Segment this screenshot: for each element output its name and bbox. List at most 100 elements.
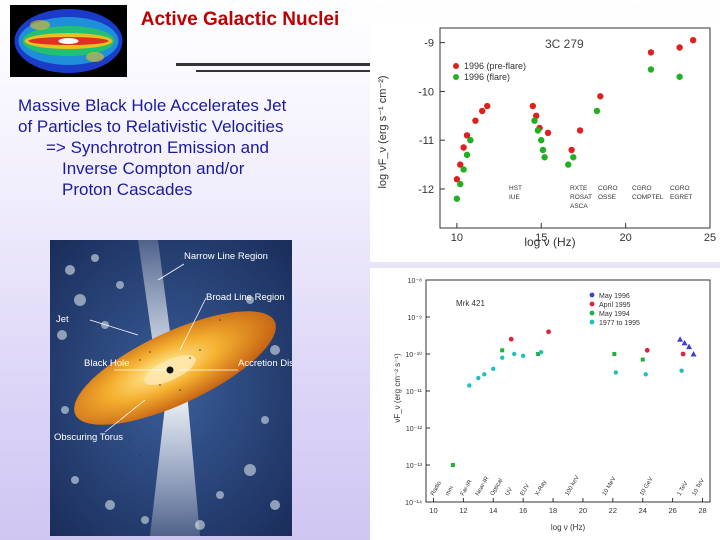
data-point-april-1995 <box>644 347 650 353</box>
band-label: Near-IR <box>475 475 491 497</box>
band-label: Far-IR <box>460 479 474 497</box>
x-tick-label: 16 <box>519 506 527 515</box>
data-point-flare <box>541 154 548 161</box>
data-point-flare <box>463 151 471 159</box>
data-point-flare <box>538 136 545 144</box>
data-point-1977-1995 <box>613 370 619 375</box>
slide-body: Massive Black Hole Accelerates Jet of Pa… <box>18 95 368 200</box>
label-black-hole: Black Hole <box>84 358 129 369</box>
band-label: Radio <box>430 480 443 497</box>
legend-marker <box>589 310 595 316</box>
y-tick-label: 10⁻⁹ <box>408 315 422 322</box>
data-point-flare <box>593 107 601 115</box>
legend-marker-pre-flare <box>453 63 459 69</box>
data-point-flare <box>457 180 464 188</box>
label-broad-line-region: Broad Line Region <box>206 292 285 303</box>
data-point-may-1994 <box>450 463 455 467</box>
data-point-pre-flare <box>532 112 540 120</box>
title-divider-thin <box>196 70 376 72</box>
data-point-flare <box>676 73 683 80</box>
band-label: mm <box>445 485 455 497</box>
data-point-april-1995 <box>680 351 686 357</box>
data-point-1977-1995 <box>491 366 496 371</box>
instrument-labels: HST IUE RXTE ROSAT ASCA CGRO OSSE CGRO C… <box>509 185 692 210</box>
instrument-label: RXTE <box>570 185 588 192</box>
x-tick-label: 18 <box>549 506 557 515</box>
data-point-flare <box>534 127 542 134</box>
data-point-flare <box>647 66 655 73</box>
sed-chart-3c279: -9 -10 -11 -12 10 15 20 25 3C 279 1996 (pre-fl… <box>370 22 720 262</box>
band-label: 10 TeV <box>692 478 706 497</box>
y-tick-label: 10⁻¹⁴ <box>405 500 422 507</box>
band-label: 10 GeV <box>639 476 654 497</box>
x-ticks: 10 12 14 16 18 20 22 24 26 28 <box>429 498 707 515</box>
chart-title: Mrk 421 <box>456 299 485 308</box>
data-point-april-1995 <box>508 336 514 342</box>
data-points <box>453 36 697 202</box>
legend-label: 1977 to 1995 <box>599 320 640 327</box>
x-tick-label: 15 <box>535 232 547 244</box>
data-point-pre-flare <box>484 102 491 110</box>
bullet-line: Proton Cascades <box>62 180 193 199</box>
data-point-flare <box>531 117 538 124</box>
legend-label: April 1995 <box>599 302 631 309</box>
x-tick-label: 20 <box>579 506 587 515</box>
x-tick-label: 10 <box>451 232 463 244</box>
data-point-pre-flare <box>478 107 486 115</box>
legend-label: May 1994 <box>599 311 630 318</box>
x-tick-label: 14 <box>489 506 497 515</box>
y-tick-label: 10⁻¹⁰ <box>405 351 422 359</box>
data-point-1977-1995 <box>500 355 505 360</box>
data-point-1977-1995 <box>511 351 517 357</box>
data-point-pre-flare <box>576 127 584 134</box>
instrument-label: CGRO <box>598 185 618 192</box>
x-axis-label: log ν (Hz) <box>551 523 586 532</box>
data-point-pre-flare <box>647 49 655 56</box>
label-accretion-disk: Accretion Disk <box>238 358 292 369</box>
x-axis-label: log ν (Hz) <box>524 235 575 249</box>
label-narrow-line-region: Narrow Line Region <box>184 251 268 262</box>
data-point-pre-flare <box>463 132 471 139</box>
data-points <box>450 329 697 467</box>
legend-label: May 1996 <box>599 293 630 300</box>
instrument-label: ASCA <box>570 203 588 210</box>
black-hole-shape <box>166 366 174 374</box>
broad-line-clouds <box>119 284 221 456</box>
title-divider <box>176 63 376 66</box>
bullet-line: => Synchrotron Emission and <box>46 138 270 157</box>
band-label: Optical <box>490 478 505 497</box>
band-labels: Radio mm Far-IR Near-IR Optical UV EUV X-Ray 100… <box>430 475 706 497</box>
data-point-pre-flare <box>453 176 461 183</box>
plot-frame <box>439 27 711 229</box>
data-point-pre-flare <box>460 144 467 151</box>
y-ticks: -9 -10 -11 -12 <box>418 38 445 196</box>
y-tick-label: -12 <box>418 184 434 196</box>
y-tick-label: -10 <box>418 86 434 98</box>
legend-label-flare: 1996 (flare) <box>464 72 510 82</box>
data-point-pre-flare <box>544 129 552 137</box>
bullet-line: Inverse Compton and/or <box>62 159 245 178</box>
label-leaders <box>89 263 238 433</box>
data-point-may-1996 <box>690 351 697 357</box>
y-tick-label: -11 <box>419 135 434 147</box>
data-point-may-1996 <box>677 336 684 342</box>
plot-frame <box>425 279 711 503</box>
x-tick-label: 28 <box>698 506 706 515</box>
sed-chart-mrk421: 10⁻⁸ 10⁻⁹ 10⁻¹⁰ 10⁻¹¹ 10⁻¹² 10⁻¹³ 10⁻¹⁴ 10 12 14… <box>370 268 720 540</box>
band-label: 10 MeV <box>602 476 618 497</box>
y-axis-label: log νF_ν (erg s⁻¹ cm⁻²) <box>377 75 389 188</box>
legend-marker <box>589 301 595 307</box>
y-ticks: 10⁻⁸ 10⁻⁹ 10⁻¹⁰ 10⁻¹¹ 10⁻¹² 10⁻¹³ 10⁻¹⁴ <box>405 278 430 507</box>
data-point-flare <box>570 154 577 161</box>
data-point-flare <box>467 136 474 144</box>
x-tick-label: 10 <box>429 506 437 515</box>
data-point-pre-flare <box>529 102 537 110</box>
data-point-pre-flare <box>689 36 697 44</box>
data-point-may-1994 <box>640 357 645 362</box>
data-point-1977-1995 <box>679 368 684 373</box>
legend: 1996 (pre-flare) 1996 (flare) <box>453 61 526 82</box>
legend-marker-flare <box>453 74 459 80</box>
slide-title: Active Galactic Nuclei <box>140 9 340 30</box>
data-point-1977-1995 <box>643 372 648 377</box>
sky-map-image <box>10 5 127 77</box>
